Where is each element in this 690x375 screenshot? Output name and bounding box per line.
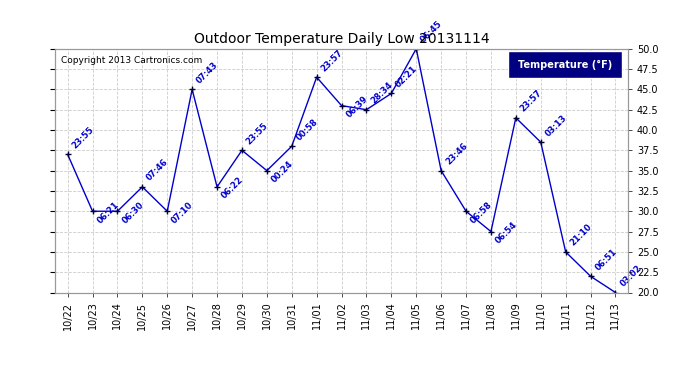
FancyBboxPatch shape [508,51,622,78]
Text: 23:57: 23:57 [319,48,344,73]
Text: 23:55: 23:55 [70,125,96,150]
Text: 06:58: 06:58 [469,200,494,225]
Text: 06:22: 06:22 [220,176,245,201]
Text: 06:51: 06:51 [593,247,619,272]
Text: 21:10: 21:10 [569,222,593,248]
Text: 06:39: 06:39 [344,94,369,120]
Text: 23:57: 23:57 [519,88,544,114]
Text: 06:45: 06:45 [419,19,444,45]
Text: 06:30: 06:30 [120,200,146,225]
Text: 03:02: 03:02 [618,263,643,288]
Text: Temperature (°F): Temperature (°F) [518,60,612,70]
Text: 06:54: 06:54 [494,220,519,246]
Text: 00:58: 00:58 [295,117,319,142]
Text: 07:10: 07:10 [170,200,195,225]
Text: 00:24: 00:24 [270,159,295,184]
Text: 07:43: 07:43 [195,60,220,85]
Text: 23:46: 23:46 [444,141,469,166]
Text: 06:21: 06:21 [95,200,121,225]
Text: 28:34: 28:34 [369,80,395,105]
Text: 02:21: 02:21 [394,64,420,89]
Text: 23:55: 23:55 [245,121,270,146]
Text: 07:46: 07:46 [145,158,170,183]
Title: Outdoor Temperature Daily Low 20131114: Outdoor Temperature Daily Low 20131114 [194,32,489,46]
Text: 03:13: 03:13 [544,113,569,138]
Text: Copyright 2013 Cartronics.com: Copyright 2013 Cartronics.com [61,56,202,65]
